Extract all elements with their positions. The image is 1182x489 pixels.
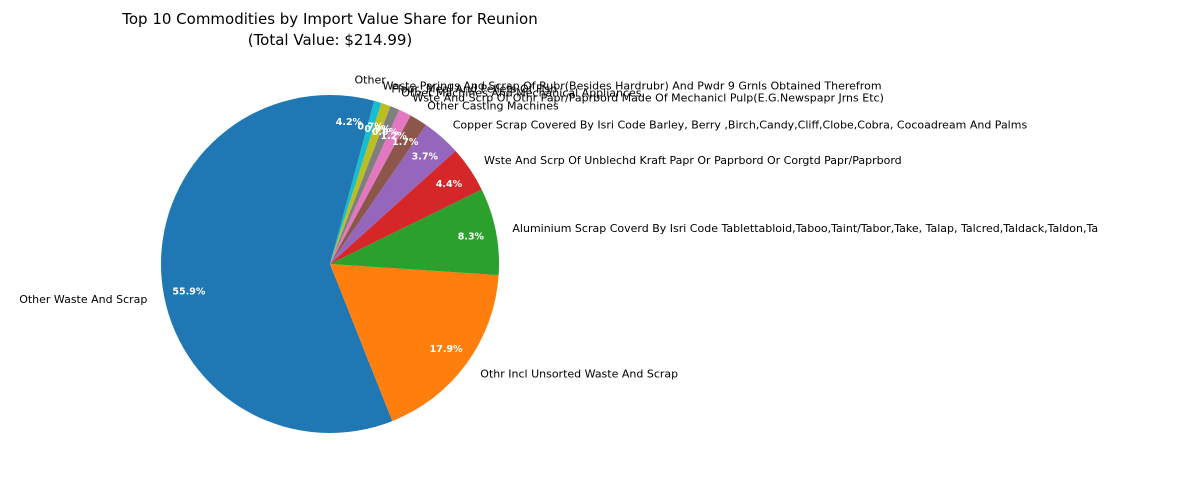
- slice-category-label: Wste And Scrp Of Othr Papr/Paprbord Made…: [413, 91, 884, 104]
- pie-slice: [330, 100, 382, 265]
- pie-slice: [330, 94, 375, 264]
- slice-category-label: Othr Incl Unsorted Waste And Scrap: [480, 368, 678, 381]
- pie-slice: [330, 150, 482, 264]
- pie-slice: [330, 115, 427, 264]
- pie-slices: [161, 94, 499, 433]
- slice-percent-label: 17.9%: [430, 344, 463, 355]
- pie-slice: [330, 124, 456, 264]
- slice-category-label: Other Machines And Mechanical Appliances: [401, 86, 641, 99]
- slice-category-label: Waste Parings And Scrap Of Rubr(Besides …: [383, 80, 882, 93]
- slice-category-label: Other Waste And Scrap: [19, 293, 147, 306]
- slice-category-label: Other Casting Machines: [427, 100, 559, 113]
- slice-percent-label: 1.7%: [392, 137, 419, 148]
- slice-percent-label: 8.3%: [458, 232, 485, 243]
- pie-slice: [330, 189, 499, 276]
- pie-labels: 55.9% Other Waste And Scrap 17.9% Othr Incl…: [19, 74, 1098, 381]
- chart-title: Top 10 Commodities by Import Value Share…: [121, 10, 538, 28]
- pie-slice: [161, 95, 393, 433]
- slice-percent-label: 1.2%: [381, 131, 408, 142]
- slice-category-label: Other: [355, 74, 387, 87]
- chart-subtitle: (Total Value: $214.99): [248, 31, 413, 49]
- slice-percent-label: 4.2%: [336, 117, 363, 128]
- slice-percent-label: 3.7%: [412, 152, 439, 163]
- slice-percent-label: 0.9%: [364, 124, 391, 135]
- slice-percent-label: 4.4%: [436, 179, 463, 190]
- slice-percent-label: 55.9%: [172, 287, 205, 298]
- slice-percent-label: 0.7%: [357, 122, 384, 133]
- slice-category-label: Copper Scrap Covered By Isri Code Barley…: [453, 118, 1028, 131]
- slice-category-label: Aluminium Scrap Coverd By Isri Code Tabl…: [512, 222, 1098, 235]
- slice-category-label: Flour, Meal And Pellets Of Fish: [391, 83, 557, 96]
- pie-slice: [330, 102, 391, 264]
- pie-slice: [330, 109, 411, 264]
- slice-percent-label: 0.9%: [372, 127, 399, 138]
- pie-slice: [330, 106, 400, 264]
- pie-slice: [330, 264, 499, 422]
- slice-category-label: Wste And Scrp Of Unblechd Kraft Papr Or …: [484, 154, 902, 167]
